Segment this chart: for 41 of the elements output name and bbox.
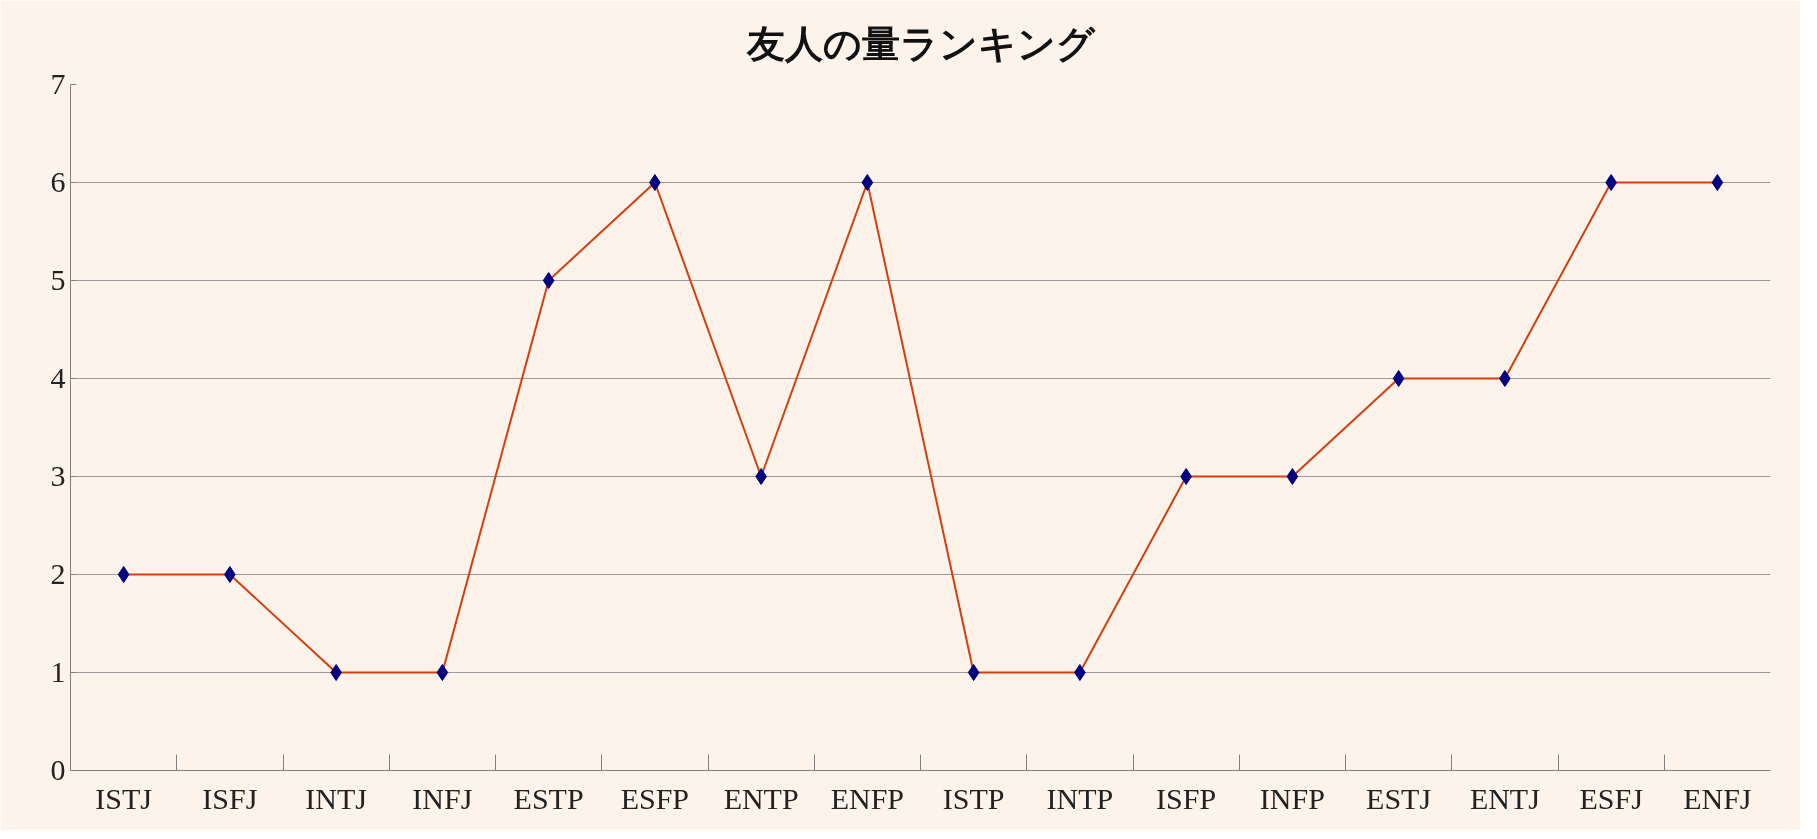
x-tick-label: ENTP — [723, 781, 799, 815]
y-tick-label: 2 — [50, 557, 66, 590]
x-tick-label: ISTP — [942, 781, 1005, 815]
point — [436, 664, 449, 681]
point — [755, 468, 767, 485]
point — [542, 272, 555, 289]
y-tick-label: 7 — [50, 67, 66, 100]
y-tick-label: 5 — [50, 263, 66, 296]
x-tick-label: INFJ — [412, 781, 473, 815]
y-tick-label: 1 — [50, 655, 66, 688]
x-tick-label: ENFJ — [1683, 781, 1752, 815]
point — [1711, 174, 1724, 191]
x-tick-label: ENTJ — [1469, 781, 1541, 815]
x-tick-label: ISFP — [1156, 781, 1217, 815]
point — [1499, 370, 1511, 387]
y-tick-label: 6 — [50, 165, 66, 198]
point — [1605, 174, 1617, 191]
x-tick-label: ISFJ — [202, 781, 258, 815]
point — [224, 566, 236, 583]
point — [967, 664, 980, 681]
x-tick-label: ISTJ — [95, 781, 153, 815]
x-tick-label: INTP — [1046, 781, 1114, 815]
point — [117, 566, 130, 583]
x-tick-label: ENFP — [830, 781, 905, 815]
x-tick-label: ESTJ — [1366, 781, 1432, 815]
x-tick-label: ESTP — [513, 781, 584, 815]
y-tick-label: 0 — [50, 753, 66, 786]
x-tick-label: INTJ — [305, 781, 368, 815]
point — [1286, 468, 1299, 485]
y-tick-label: 4 — [50, 361, 66, 394]
x-tick-label: ESFJ — [1579, 781, 1644, 815]
point — [1392, 370, 1405, 387]
point — [1180, 468, 1192, 485]
chart-title: 友人の量ランキング — [745, 22, 1096, 65]
point — [330, 664, 342, 681]
x-tick-label: INFP — [1259, 781, 1325, 815]
y-tick-label: 3 — [50, 459, 66, 492]
point — [861, 174, 874, 191]
point — [649, 174, 661, 191]
point — [1074, 664, 1086, 681]
x-tick-label: ESFP — [620, 781, 690, 815]
